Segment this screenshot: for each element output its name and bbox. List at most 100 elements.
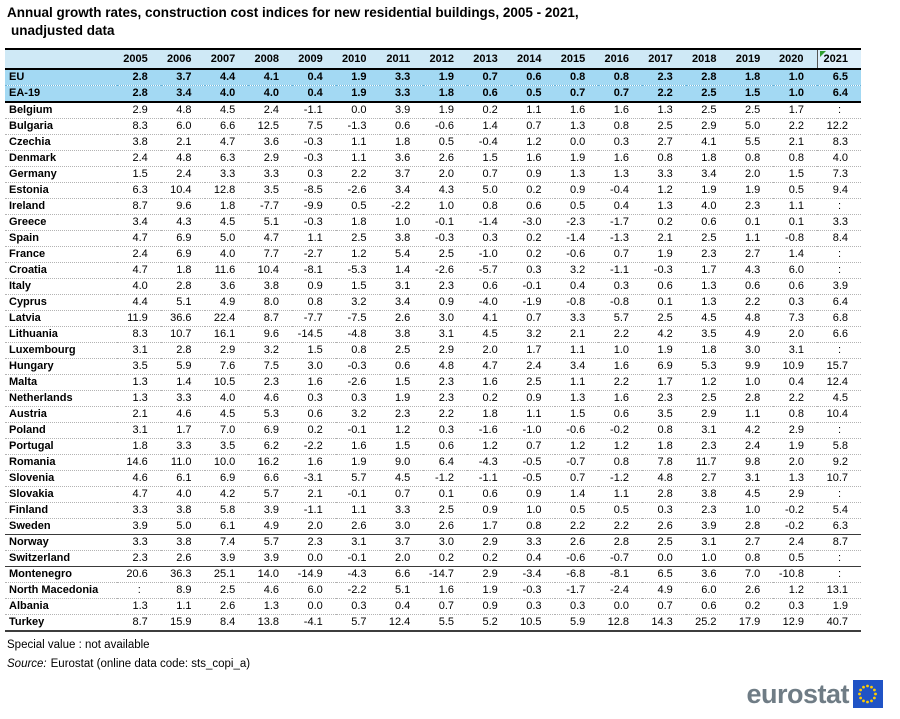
row-label: Poland: [5, 422, 117, 439]
row-label: Norway: [5, 534, 117, 551]
cell: 0.7: [467, 69, 511, 86]
cell: 2.1: [773, 134, 817, 151]
cell: 1.2: [554, 438, 599, 455]
cell: 3.9: [204, 550, 249, 567]
cell: 4.8: [729, 310, 774, 327]
cell: 2.3: [423, 278, 467, 295]
cell: 0.5: [773, 182, 817, 199]
row-label: Italy: [5, 278, 117, 295]
cell: :: [817, 566, 861, 583]
cell: 7.7: [248, 246, 292, 263]
cell: 2.6: [423, 150, 467, 167]
cell: 0.7: [467, 166, 511, 183]
cell: 3.8: [379, 326, 424, 343]
cell: 4.0: [817, 150, 861, 167]
cell: 1.9: [467, 582, 511, 599]
row-label: Switzerland: [5, 550, 117, 567]
cell: 3.8: [160, 502, 205, 519]
cell: 0.0: [554, 134, 599, 151]
cell: 6.9: [204, 470, 249, 487]
cell: 17.9: [738, 616, 761, 628]
cell: 1.1: [335, 150, 380, 167]
cell: 0.2: [642, 214, 686, 231]
table-row-ireland: Ireland 8.7 9.6 1.8 -7.7 -9.9 0.5 -2.2 1.0 0.8 0.6…: [5, 198, 861, 215]
cell: 3.9: [248, 502, 292, 519]
cell: 1.5: [335, 278, 380, 295]
cell: 1.0: [685, 550, 730, 567]
cell: 36.6: [160, 310, 205, 327]
cell: 3.2: [510, 326, 555, 343]
cell: 6.3: [817, 518, 861, 535]
cell: 10.4: [160, 182, 205, 199]
cell: 4.9: [642, 582, 686, 599]
cell: -3.0: [510, 214, 555, 231]
cell: 1.8: [685, 342, 730, 359]
row-label: Sweden: [5, 518, 117, 535]
cell: 8.7: [132, 616, 148, 628]
cell: 10.9: [773, 358, 817, 375]
cell: 0.8: [729, 550, 774, 567]
cell: 4.7: [117, 230, 161, 247]
cell: 5.7: [335, 470, 380, 487]
table-row-slovakia: Slovakia 4.7 4.0 4.2 5.7 2.1 -0.1 0.7 0.1 0.6 0.9 1…: [5, 486, 861, 503]
cell: 4.3: [729, 262, 774, 279]
cell: 6.3: [117, 182, 161, 199]
cell: 9.6: [160, 198, 205, 215]
cell: 1.7: [467, 518, 511, 535]
cell: 1.3: [117, 374, 161, 391]
cell: 2.9: [685, 406, 730, 423]
cell: 0.7: [642, 598, 686, 615]
cell: -0.3: [423, 230, 467, 247]
table-row-lithuania: Lithuania 8.3 10.7 16.1 9.6 -14.5 -4.8 3.8 3.1 4.…: [5, 326, 861, 343]
cell: 7.0: [204, 422, 249, 439]
cell: 6.9: [160, 246, 205, 263]
cell: -0.1: [423, 214, 467, 231]
cell: 2.2: [598, 326, 642, 343]
cell: -0.2: [773, 518, 817, 535]
cell: 2.2: [598, 518, 642, 535]
cell: 2.5: [685, 102, 730, 119]
table-row-cyprus: Cyprus 4.4 5.1 4.9 8.0 0.8 3.2 3.4 0.9 -4.0 -1.9 -0…: [5, 294, 861, 311]
cell: 0.8: [510, 518, 555, 535]
eurostat-logo-text: eurostat: [746, 679, 849, 709]
cell: 1.4: [554, 486, 599, 503]
cell: 13.1: [817, 582, 861, 599]
row-label: Romania: [5, 454, 117, 471]
cell: 2.5: [642, 310, 686, 327]
cell: 2.4: [729, 438, 774, 455]
cell: 0.5: [773, 550, 817, 567]
cell: 2.3: [685, 438, 730, 455]
cell: 2.9: [117, 102, 161, 119]
cell: 0.7: [598, 246, 642, 263]
cell: 10.7: [817, 470, 861, 487]
cell: 5.8: [204, 502, 249, 519]
cell: 3.3: [510, 534, 555, 551]
cell: 5.1: [379, 582, 424, 599]
special-value-note: Special value : not available: [7, 639, 150, 651]
cell: 2.8: [642, 486, 686, 503]
cell: 4.7: [467, 358, 511, 375]
cell: 3.3: [554, 310, 599, 327]
cell: 2.2: [642, 85, 686, 103]
row-label: Albania: [5, 598, 117, 615]
cell: -0.2: [598, 422, 642, 439]
cell: 2.8: [729, 518, 774, 535]
cell: -0.1: [335, 486, 380, 503]
cell: 0.3: [554, 598, 599, 615]
cell: 2.2: [423, 406, 467, 423]
cell: 2.3: [685, 502, 730, 519]
cell: -0.8: [554, 294, 599, 311]
cell: 0.1: [729, 214, 774, 231]
cell: 12.8: [607, 616, 629, 628]
cell: 2.6: [204, 598, 249, 615]
cell: 0.7: [554, 470, 599, 487]
cell: :: [817, 342, 861, 359]
cell: 2.1: [117, 406, 161, 423]
table-row-north-macedonia: North Macedonia:8.9 2.5 4.6 6.0 -2.2 5.1 1.6 1.…: [5, 582, 861, 599]
year-header-2012: 2012: [423, 49, 467, 70]
cell: 1.0: [423, 198, 467, 215]
cell: 0.7: [598, 85, 642, 103]
cell: 0.3: [598, 134, 642, 151]
cell: 2.9: [248, 150, 292, 167]
cell: 0.9: [510, 486, 555, 503]
